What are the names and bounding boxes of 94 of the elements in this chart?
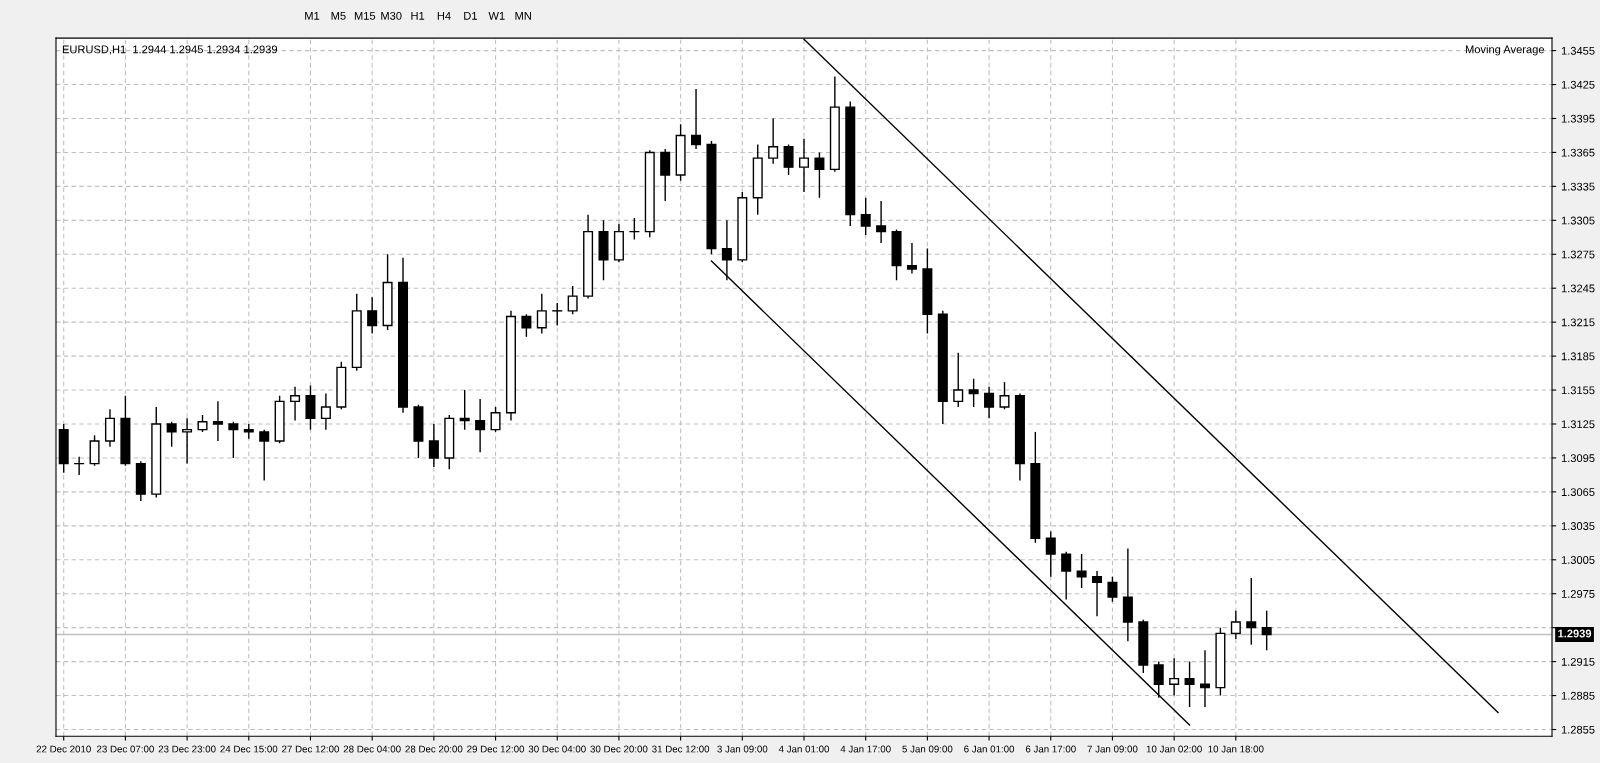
y-tick-label: 1.3185 [1561,352,1595,361]
x-tick-label: 4 Jan 01:00 [778,745,830,753]
candlestick [1184,660,1195,708]
candlestick [1169,657,1180,697]
x-tick-label: 5 Jan 09:00 [902,745,953,753]
y-tick-label: 1.3215 [1561,318,1595,327]
candlestick [536,293,547,335]
x-tick-label: 10 Jan 02:00 [1146,745,1202,753]
x-tick-label: 3 Jan 09:00 [717,745,768,753]
candlestick [1261,610,1272,651]
y-tick-label: 1.3455 [1561,46,1595,55]
text: H4 [437,12,451,20]
ref-line-label: 1.2939 [1558,629,1592,638]
candlestick [1107,576,1118,603]
text: W1 [488,12,505,20]
text: D1 [464,12,477,20]
y-tick-label: 1.3095 [1561,454,1595,463]
x-tick-label: 23 Dec 23:00 [158,745,216,753]
candlestick [305,384,316,431]
candlestick [259,428,270,482]
candlestick [552,302,563,327]
candlestick [860,196,871,236]
x-tick-label: 4 Jan 17:00 [840,745,891,753]
text: M15 [354,12,376,20]
candlestick [783,143,794,176]
y-tick-label: 1.3035 [1561,522,1595,530]
x-tick-label: 31 Dec 12:00 [652,745,710,753]
candlestick [1246,577,1257,646]
candlestick [876,200,887,244]
x-tick-label: 10 Jan 18:00 [1208,745,1264,753]
x-tick-label: 24 Dec 15:00 [220,745,278,753]
candlestick [290,385,301,422]
x-tick-label: 6 Jan 01:00 [964,745,1015,753]
candlestick [1076,553,1087,589]
candlestick [768,117,779,165]
x-tick-label: 22 Dec 2010 [36,745,91,753]
candlestick [475,398,486,453]
x-tick-label: 28 Dec 20:00 [405,745,463,753]
x-tick-label: 30 Dec 04:00 [528,745,586,753]
candlestick [104,408,115,448]
y-tick-label: 1.3125 [1561,420,1595,429]
y-tick-label: 1.3155 [1561,386,1595,395]
candlestick [166,421,177,448]
candlestick [968,378,979,408]
candlestick [1045,530,1056,578]
y-tick-label: 1.3005 [1561,556,1595,564]
candlestick [212,400,223,442]
y-tick-label: 1.2885 [1561,691,1595,700]
text: H1 [411,12,425,20]
candlestick [320,392,331,431]
y-tick-label: 1.3275 [1561,250,1595,259]
candlestick [521,313,532,338]
x-tick-label: 30 Dec 20:00 [590,745,648,753]
candlestick [984,385,995,420]
y-tick-label: 1.3305 [1561,216,1595,225]
text: M5 [331,12,346,20]
text: M30 [381,11,402,20]
text: MN [515,12,531,20]
x-tick-label: 28 Dec 04:00 [343,745,401,753]
x-tick-label: 29 Dec 12:00 [467,745,525,753]
candlestick [1061,551,1072,601]
candlestick [428,423,439,468]
candlestick [1230,610,1241,640]
candlestick [490,406,501,433]
y-tick-label: 1.3065 [1561,488,1595,497]
x-tick-label: 23 Dec 07:00 [96,745,154,753]
text: EURUSD,H1 1.2944 1.2945 1.2934 1.2939 [62,45,278,55]
candlestick [660,148,671,202]
candlestick [567,285,578,315]
candlestick [798,138,810,193]
candlestick [1153,660,1164,699]
x-tick-label: 6 Jan 17:00 [1025,745,1076,753]
y-tick-label: 1.3365 [1561,148,1595,157]
candlestick [182,417,193,465]
candlestick [814,151,825,199]
x-tick-label: 27 Dec 12:00 [282,745,340,753]
y-tick-label: 1.3335 [1561,182,1595,191]
y-tick-label: 1.2855 [1561,725,1595,734]
candlestick [999,381,1010,410]
candlestick [1092,570,1103,618]
text: M1 [305,12,320,20]
y-tick-label: 1.3245 [1561,284,1595,293]
annotation: Moving Average [1465,45,1545,56]
y-tick-label: 1.3425 [1561,80,1595,89]
y-tick-label: 1.3395 [1561,114,1595,123]
candlestick [367,296,378,335]
candlestick [89,434,100,467]
candlestick [691,88,702,150]
candlestick [953,352,964,408]
candlestick [228,421,239,459]
y-tick-label: 1.2975 [1561,589,1595,598]
x-tick-label: 7 Jan 09:00 [1087,745,1138,753]
y-tick-label: 1.2915 [1561,657,1595,666]
candlestick [906,242,917,275]
